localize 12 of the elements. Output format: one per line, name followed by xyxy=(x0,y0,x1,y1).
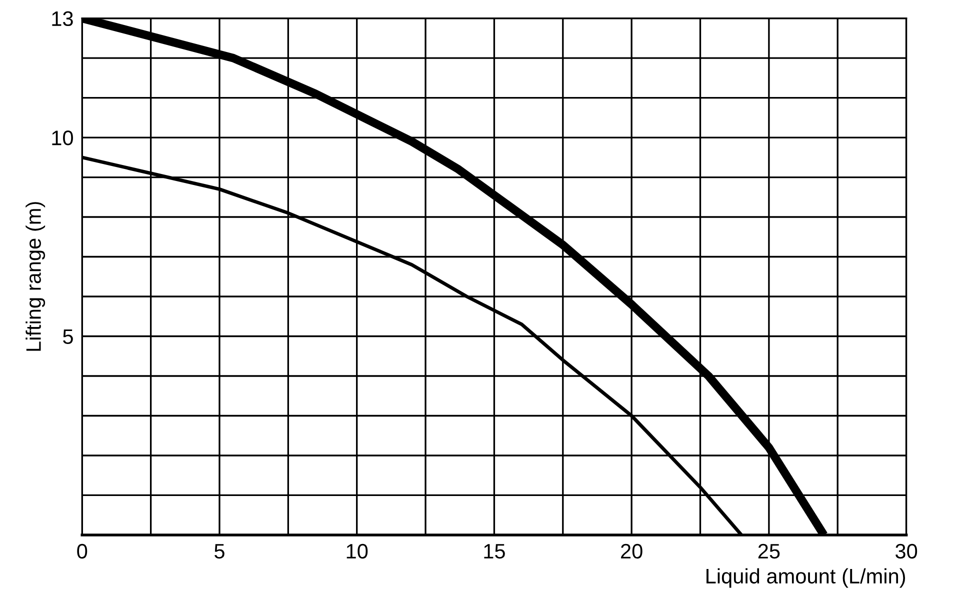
x-tick-label: 0 xyxy=(77,544,88,559)
x-tick-label: 5 xyxy=(214,544,224,559)
y-tick-label: 5 xyxy=(63,329,73,344)
y-tick-label: 10 xyxy=(52,130,73,146)
x-tick-label: 25 xyxy=(758,544,780,559)
x-tick-label: 15 xyxy=(484,544,505,559)
x-tick-label: 30 xyxy=(896,544,918,559)
x-tick-label: 10 xyxy=(346,544,368,559)
y-tick-label: 13 xyxy=(52,11,73,26)
y-axis-title: Lifting range (m) xyxy=(26,202,46,351)
x-tick-label: 20 xyxy=(621,544,642,559)
x-axis-title: Liquid amount (L/min) xyxy=(706,568,906,588)
